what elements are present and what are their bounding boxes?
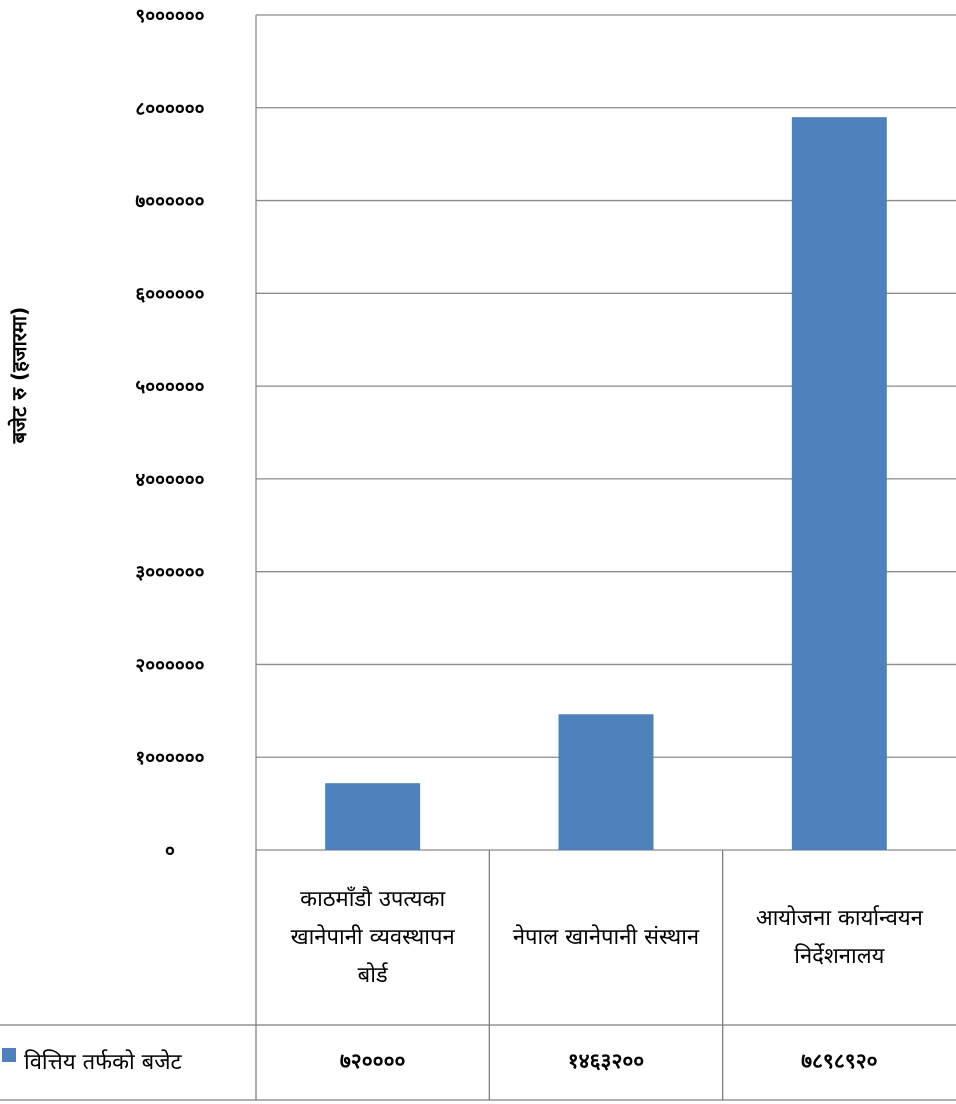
y-tick-label: ८०००००० — [135, 98, 204, 120]
y-tick-label: ० — [165, 840, 175, 862]
legend-swatch — [2, 1048, 16, 1062]
y-tick-label: ९०००००० — [135, 5, 204, 27]
bar — [558, 714, 654, 850]
y-tick-labels: ० १०००००० २०००००० ३०००००० ४०००००० ५०००००० ६०००… — [135, 5, 204, 862]
y-tick-label: ४०००००० — [135, 469, 204, 491]
y-tick-label: ६०००००० — [135, 283, 204, 305]
bars — [325, 117, 887, 850]
y-tick-label: २०००००० — [135, 654, 204, 676]
legend-label: वित्तिय तर्फको बजेट — [24, 1050, 182, 1075]
bar — [791, 117, 887, 850]
y-tick-label: ५०००००० — [135, 376, 204, 398]
x-category-label: आयोजना कार्यान्वयन निर्देशनालय — [755, 906, 923, 969]
y-tick-label: १०००००० — [135, 747, 204, 769]
x-category-label: नेपाल खानेपानी संस्थान — [512, 925, 700, 950]
y-tick-label: ७०००००० — [135, 191, 204, 213]
data-table-value: ७२०००० — [339, 1049, 406, 1073]
data-table-lines — [0, 850, 956, 1101]
gridlines — [255, 14, 956, 851]
x-category-label: काठमाँडौ उपत्यका खानेपानी व्यवस्थापन बोर… — [290, 887, 455, 988]
legend-entry: वित्तिय तर्फको बजेट — [2, 1026, 182, 1096]
y-tick-label: ३०००००० — [135, 562, 204, 584]
bar — [325, 783, 421, 850]
data-table-value: ७८९८९२० — [801, 1049, 878, 1073]
y-axis-label: बजेट रु (हजारमा) — [7, 307, 31, 444]
data-table-value: १४६३२०० — [567, 1049, 645, 1073]
